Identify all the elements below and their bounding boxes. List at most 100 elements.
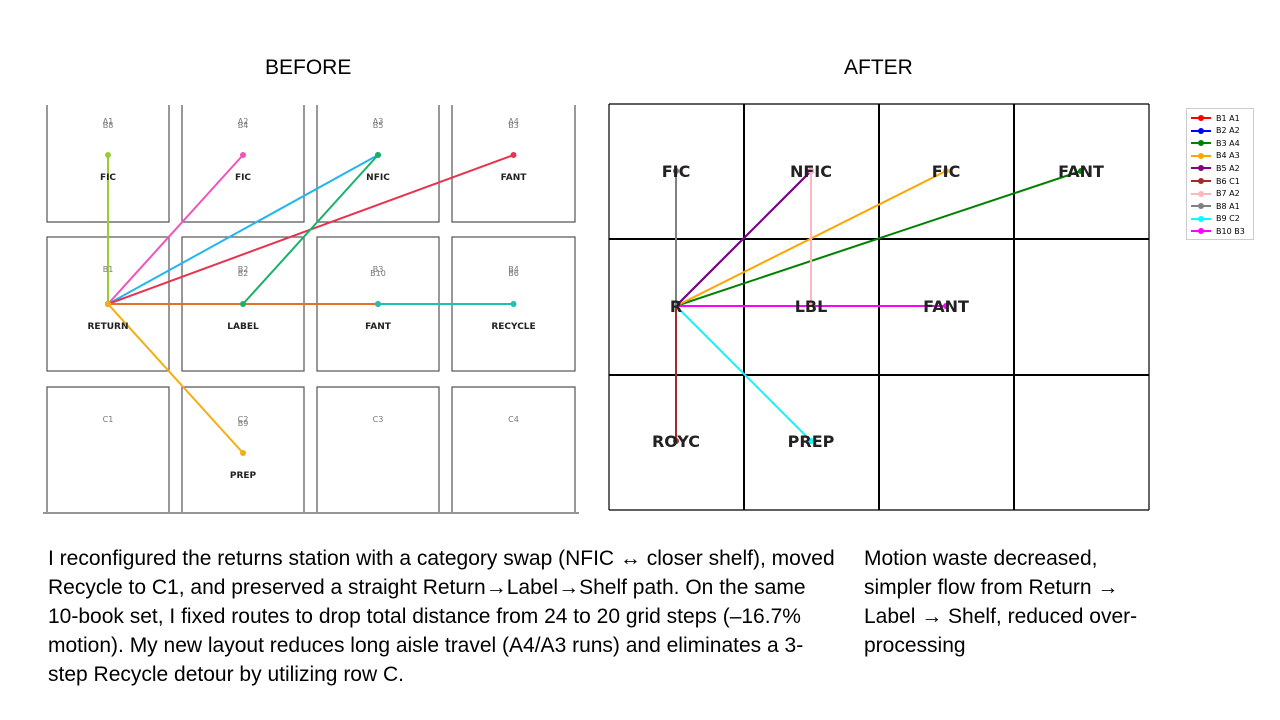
before-cell-label: LABEL [227, 322, 259, 332]
legend-label: B10 B3 [1216, 226, 1245, 236]
legend-item: B7 A2 [1191, 188, 1240, 200]
after-cell-label-8: PREP [788, 432, 835, 451]
before-cell-C2 [181, 386, 305, 512]
after-cell-label-0: FIC [662, 162, 691, 181]
legend-label: B8 A1 [1216, 201, 1240, 211]
before-cell-code: B4 [508, 265, 519, 274]
before-cell-code: B2 [238, 265, 249, 274]
after-route-end-7 [673, 168, 679, 174]
after-route-end-5 [673, 438, 679, 444]
after-cell-label-2: FIC [932, 162, 961, 181]
after-routes [673, 168, 1084, 444]
before-cell-label: FIC [235, 173, 251, 183]
legend-swatch [1191, 127, 1211, 134]
before-route-2 [107, 154, 379, 305]
before-cell-code: A1 [103, 117, 114, 126]
after-route-end-6 [808, 168, 814, 174]
legend-label: B1 A1 [1216, 113, 1240, 123]
before-cell-label: FANT [501, 173, 528, 183]
legend-item: B2 A2 [1191, 125, 1240, 137]
before-route-7 [107, 303, 244, 454]
before-cell-A3 [316, 105, 440, 223]
legend-label: B2 A2 [1216, 126, 1240, 136]
legend-item: B10 B3 [1191, 225, 1245, 237]
after-cell-label-3: FANT [1058, 162, 1104, 181]
before-cell-label: PREP [230, 471, 257, 481]
after-cell-label-1: NFIC [790, 162, 832, 181]
before-cell-code: B8 [103, 121, 114, 130]
before-cell-code: C3 [373, 415, 384, 424]
before-route-end-5 [375, 152, 381, 158]
before-route-end-7 [240, 450, 246, 456]
before-route-1 [107, 154, 244, 305]
before-cell-code: B3 [373, 265, 384, 274]
before-route-5 [242, 154, 379, 305]
legend-item: B9 C2 [1191, 213, 1240, 225]
before-route-start-7 [105, 301, 111, 307]
legend-swatch [1191, 178, 1211, 184]
before-cell-code: B4 [238, 121, 249, 130]
legend-swatch [1191, 152, 1211, 159]
legend-swatch [1191, 165, 1211, 172]
legend-swatch [1191, 203, 1211, 210]
before-grid [43, 105, 579, 514]
before-route-end-3 [510, 152, 517, 158]
legend-swatch [1191, 115, 1211, 121]
legend-item: B6 C1 [1191, 175, 1240, 187]
legend-swatch [1191, 140, 1211, 147]
legend-label: B5 A2 [1216, 163, 1240, 173]
before-title: BEFORE [265, 56, 352, 79]
before-cell-code: A3 [373, 117, 384, 126]
legend-label: B3 A4 [1216, 138, 1240, 148]
before-cell-label: RETURN [88, 322, 129, 332]
before-cell-code: C4 [508, 415, 519, 424]
before-route-end-6 [510, 301, 517, 307]
before-cell-label: FANT [365, 322, 392, 332]
after-route-end-9 [943, 303, 949, 309]
after-route-end-3 [943, 168, 949, 174]
before-cell-text: A1B8FICA2B4FICA3B5NFICA4B3FANTB1RETURNB2… [88, 117, 536, 481]
before-cell-code: A2 [238, 117, 249, 126]
after-route-2 [675, 170, 1082, 307]
before-route-end-1 [240, 152, 246, 158]
route-legend: B1 A1 B2 A2 B3 A4 B4 A3 B5 A2 B6 C1 B7 A2 B8 A1… [1186, 108, 1254, 240]
after-cell-label-6: FANT [923, 297, 969, 316]
legend-swatch [1191, 215, 1211, 222]
description-paragraph: I reconfigured the returns station with … [48, 547, 835, 686]
before-cell-code: B9 [238, 419, 249, 428]
legend-label: B6 C1 [1216, 176, 1240, 186]
before-cell-label: FIC [100, 173, 116, 183]
before-cell-label: RECYCLE [491, 322, 535, 332]
after-route-8 [675, 305, 812, 442]
after-route-end-2 [1078, 168, 1084, 174]
before-cell-code: B6 [508, 269, 519, 278]
before-cell-C3 [316, 386, 440, 512]
legend-label: B4 A3 [1216, 151, 1240, 161]
before-cell-label: NFIC [366, 173, 390, 183]
before-cell-code: B10 [370, 269, 386, 278]
before-route-end-0 [105, 152, 111, 158]
before-route-start-6 [375, 301, 381, 307]
legend-item: B5 A2 [1191, 162, 1240, 174]
before-cell-code: B2 [238, 269, 249, 278]
before-cell-A2 [181, 105, 305, 223]
before-route-start-5 [240, 301, 246, 307]
before-cell-code: C2 [238, 415, 249, 424]
after-cell-label-5: LBL [795, 297, 828, 316]
legend-item: B8 A1 [1191, 200, 1240, 212]
after-route-4 [675, 170, 812, 307]
before-routes [105, 152, 517, 456]
legend-item: B1 A1 [1191, 112, 1240, 124]
after-cell-text: FIC NFIC FIC FANT R LBL FANT ROYC PREP [652, 162, 1104, 451]
legend-item: B4 A3 [1191, 150, 1240, 162]
after-title: AFTER [844, 56, 913, 79]
legend-label: B9 C2 [1216, 214, 1240, 224]
before-cell-code: B5 [373, 121, 384, 130]
before-cell-C4 [451, 386, 576, 512]
after-route-end-8 [808, 438, 814, 444]
after-grid [608, 103, 1150, 511]
before-cell-A4 [451, 105, 576, 223]
legend-item: B3 A4 [1191, 137, 1240, 149]
after-cell-label-4: R [670, 297, 682, 316]
